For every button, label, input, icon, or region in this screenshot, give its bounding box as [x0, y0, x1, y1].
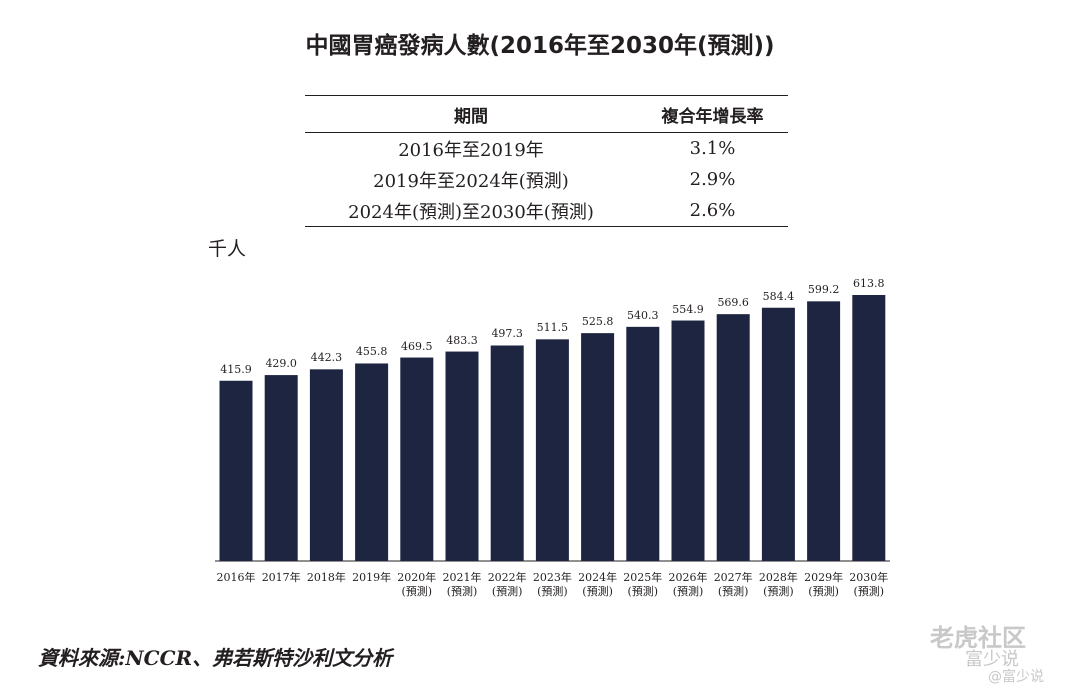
- value-label: 599.2: [807, 283, 840, 297]
- bar: [309, 369, 343, 561]
- x-tick-label: 2026年 (預測): [668, 571, 708, 598]
- bar: [445, 351, 479, 561]
- bar: [264, 375, 298, 561]
- value-label: 415.9: [220, 362, 252, 376]
- x-tick-label: 2018年: [306, 571, 346, 584]
- table-cell: 2.9%: [689, 169, 736, 190]
- value-label: 584.4: [762, 289, 795, 303]
- value-label: 497.3: [491, 327, 523, 341]
- x-tick-label: 2023年 (預測): [532, 571, 572, 598]
- value-label: 455.8: [355, 345, 388, 359]
- table-cell: 2019年至2024年(預測): [373, 170, 569, 192]
- bar: [400, 357, 434, 561]
- x-tick-label: 2019年: [352, 571, 392, 584]
- value-label: 483.3: [446, 333, 478, 347]
- table-header: 複合年增長率: [637, 95, 788, 133]
- source: 資料來源:NCCR、弗若斯特沙利文分析: [38, 646, 393, 670]
- value-label: 613.8: [853, 277, 885, 290]
- bar: [626, 326, 660, 561]
- value-label: 540.3: [627, 308, 659, 322]
- value-label: 525.8: [581, 315, 614, 329]
- chart-title: 中國胃癌發病人數(2016年至2030年(預測)): [305, 33, 775, 59]
- bar: [761, 307, 795, 561]
- value-label: 554.9: [672, 302, 704, 316]
- x-tick-label: 2020年 (預測): [397, 571, 437, 598]
- x-tick-label: 2016年: [216, 571, 256, 584]
- table-header: 期間: [305, 95, 637, 133]
- bar: [490, 345, 524, 561]
- unit-label: 千人: [208, 238, 247, 260]
- x-tick-label: 2029年 (預測): [804, 571, 844, 598]
- table-cell: 2024年(預測)至2030年(預測): [305, 195, 637, 227]
- cagr-table: 期間 複合年增長率 2016年至2019年 3.1% 2019年至2024年(預測)…: [305, 95, 788, 227]
- value-label: 469.5: [401, 339, 433, 353]
- bar: [716, 314, 750, 561]
- table-cell: 2016年至2019年: [398, 139, 544, 161]
- table-cell: 3.1%: [689, 138, 736, 159]
- x-tick-label: 2028年 (預測): [758, 571, 798, 598]
- x-tick-label: 2025年 (預測): [623, 571, 663, 598]
- x-tick-label: 2024年 (預測): [578, 571, 618, 598]
- bar: [852, 295, 886, 561]
- value-label: 429.0: [265, 357, 297, 371]
- watermark: 富少说: [965, 649, 1019, 670]
- x-tick-label: 2030年 (預測): [849, 571, 889, 598]
- value-label: 442.3: [310, 351, 343, 365]
- value-label: 511.5: [536, 321, 569, 335]
- bar: [535, 339, 569, 561]
- x-tick-label: 2022年 (預測): [487, 571, 527, 598]
- x-tick-label: 2017年: [261, 571, 301, 584]
- bar: [581, 333, 615, 561]
- bar: [219, 380, 253, 561]
- bar: [807, 301, 841, 561]
- x-tick-label: 2027年 (預測): [713, 571, 753, 598]
- watermark: 老虎社区: [930, 624, 1026, 652]
- value-label: 569.6: [717, 296, 749, 310]
- watermark: @富少说: [988, 669, 1044, 685]
- x-tick-label: 2021年 (預測): [442, 571, 482, 598]
- bar: [671, 320, 705, 561]
- table-cell: 2.6%: [637, 195, 788, 227]
- bar: [355, 363, 389, 561]
